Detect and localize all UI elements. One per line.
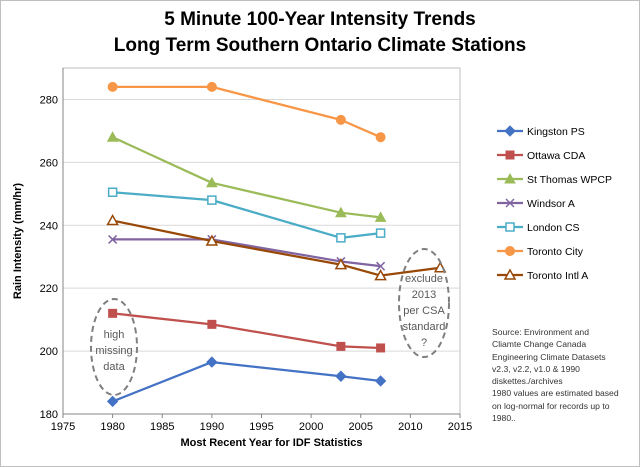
data-point xyxy=(206,356,218,368)
legend-marker xyxy=(505,246,515,256)
series-group xyxy=(106,356,387,408)
legend-label: Toronto Intl A xyxy=(527,270,588,282)
y-tick-label: 240 xyxy=(40,220,58,232)
annotation-text: standard xyxy=(403,321,446,333)
source-note-line: Cliamte Change Canada xyxy=(492,339,587,350)
annotation-ellipse-exclude-2013 xyxy=(398,248,450,358)
data-point xyxy=(335,206,347,218)
legend-marker xyxy=(505,222,515,232)
data-point xyxy=(207,319,217,329)
x-tick-label: 1980 xyxy=(100,421,124,433)
legend-label: St Thomas WPCP xyxy=(527,174,612,186)
source-note: Source: Environment and Cliamte Change C… xyxy=(492,326,632,424)
data-point xyxy=(335,370,347,382)
data-point xyxy=(374,269,387,281)
legend-marker xyxy=(505,150,515,160)
data-point xyxy=(375,132,386,143)
y-tick-label: 200 xyxy=(40,346,58,358)
series-line xyxy=(112,136,381,219)
y-tick-label: 280 xyxy=(40,94,58,106)
chart-title-line-1: 5 Minute 100-Year Intensity Trends xyxy=(164,9,476,30)
legend-marker xyxy=(503,268,517,280)
annotation-text: exclude xyxy=(405,273,443,285)
y-axis-title: Rain Intensity (mm/hr) xyxy=(12,183,24,299)
data-point xyxy=(335,114,346,125)
legend-label: Kingston PS xyxy=(527,126,585,138)
data-point xyxy=(108,308,118,318)
annotation-text: 2013 xyxy=(412,289,436,301)
series-group xyxy=(108,308,386,353)
data-point xyxy=(205,234,219,246)
x-axis-title: Most Recent Year for IDF Statistics xyxy=(181,437,363,449)
series-group xyxy=(106,131,387,222)
legend-marker xyxy=(505,198,515,208)
source-note-line: on log-normal for records up to xyxy=(492,400,610,411)
x-tick-label: 2005 xyxy=(349,421,373,433)
source-note-line: 1980.. xyxy=(492,413,516,424)
legend-label: Windsor A xyxy=(527,198,575,210)
x-tick-label: 2000 xyxy=(299,421,323,433)
data-point xyxy=(106,131,119,142)
data-point xyxy=(206,176,218,188)
series-line xyxy=(112,312,381,350)
x-tick-label: 2015 xyxy=(448,421,472,433)
annotation-text: high xyxy=(104,329,125,341)
data-point xyxy=(108,234,118,244)
annotation-ellipse-missing-data xyxy=(90,298,138,396)
source-note-line: Source: Environment and xyxy=(492,327,589,337)
source-note-line: Engineering Climate Datasets xyxy=(492,351,606,362)
legend-marker xyxy=(504,172,516,184)
x-tick-label: 1990 xyxy=(200,421,224,433)
data-point xyxy=(106,395,119,408)
data-point xyxy=(207,195,217,205)
data-point xyxy=(375,228,386,238)
series-group xyxy=(107,187,386,243)
data-point xyxy=(376,261,386,271)
y-tick-label: 180 xyxy=(40,409,58,421)
annotation-text: ? xyxy=(421,337,427,349)
data-point xyxy=(106,214,119,226)
data-point xyxy=(206,81,217,92)
x-tick-label: 1985 xyxy=(150,421,174,433)
y-tick-label: 260 xyxy=(40,157,58,169)
series-group xyxy=(106,214,447,281)
annotation-text: missing xyxy=(95,345,132,357)
plot-area xyxy=(62,67,461,415)
annotation-text: per CSA xyxy=(403,305,445,317)
source-note-line: diskettes./archives xyxy=(492,376,563,387)
data-point xyxy=(374,211,387,222)
data-point xyxy=(334,258,348,270)
chart-title-line-2: Long Term Southern Ontario Climate Stati… xyxy=(113,35,527,56)
series-line xyxy=(112,191,381,239)
source-note-line: v2.3, v2.2, v1.0 & 1990 xyxy=(492,363,580,374)
data-point xyxy=(107,187,118,197)
legend-label: Toronto City xyxy=(527,246,584,258)
series-line xyxy=(112,85,382,139)
legend-label: London CS xyxy=(527,222,580,234)
data-point xyxy=(336,341,346,351)
annotation-text: data xyxy=(103,361,125,373)
legend-marker xyxy=(504,125,516,137)
source-note-line: 1980 values are estimated based xyxy=(492,388,619,399)
series-line xyxy=(112,360,381,403)
x-tick-label: 1995 xyxy=(249,421,273,433)
series-group xyxy=(107,81,386,143)
y-tick-label: 220 xyxy=(40,283,58,295)
legend: Kingston PS Ottawa CDA St Thomas WPCP Winds… xyxy=(497,125,612,282)
data-point xyxy=(374,375,387,387)
data-point xyxy=(336,233,346,243)
data-point xyxy=(107,81,118,92)
legend-label: Ottawa CDA xyxy=(527,150,585,162)
series-line xyxy=(112,238,381,268)
x-tick-label: 2010 xyxy=(398,421,422,433)
data-point xyxy=(376,343,386,353)
x-tick-label: 1975 xyxy=(51,421,75,433)
